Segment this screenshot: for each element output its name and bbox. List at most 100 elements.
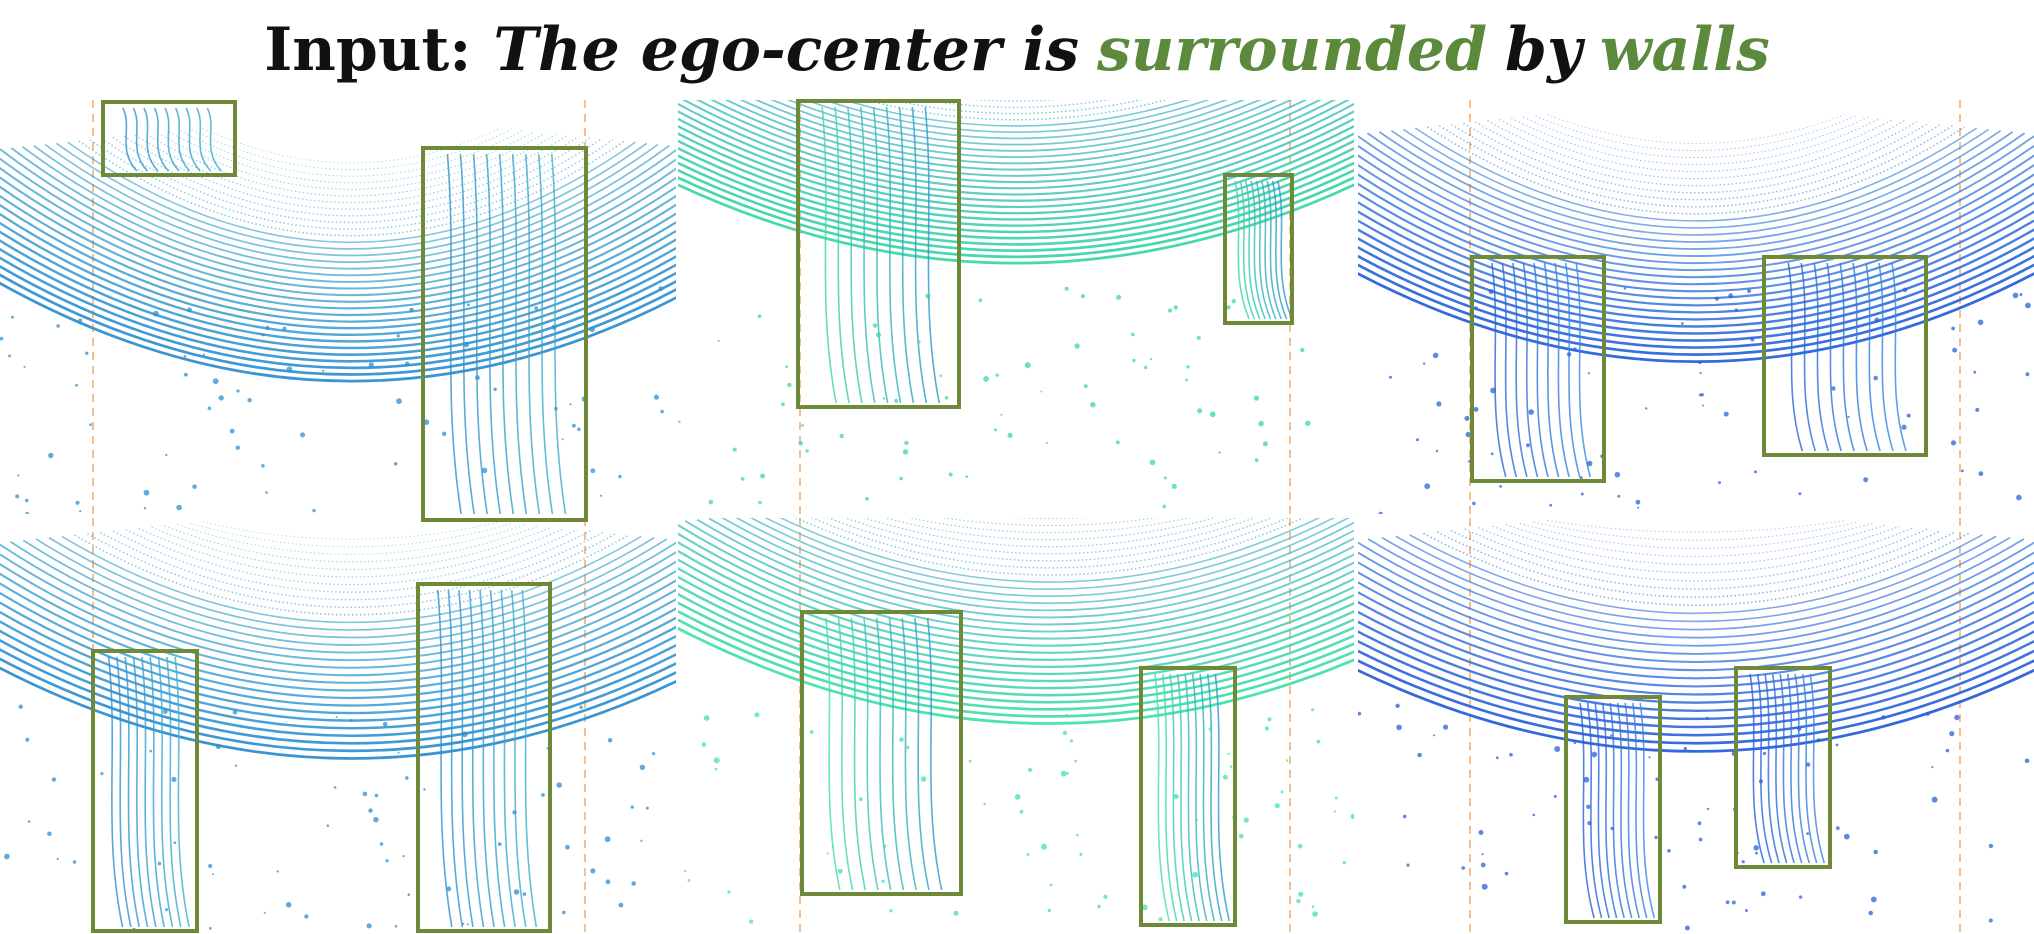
scatter-point (18, 704, 23, 709)
scatter-point (202, 353, 205, 356)
scatter-point (968, 759, 972, 763)
scan-line (0, 230, 676, 343)
scatter-point (1158, 917, 1163, 922)
scatter-point (368, 808, 373, 813)
scatter-point (1280, 790, 1284, 794)
scatter-point (282, 326, 287, 331)
scan-line (901, 498, 1198, 504)
scatter-point (1806, 832, 1810, 835)
scan-line (1395, 535, 1997, 623)
scatter-point (2025, 302, 2031, 309)
wall-streak (1277, 180, 1293, 320)
scan-line (1487, 120, 1905, 180)
scatter-point (1049, 883, 1053, 887)
scatter-point (1881, 715, 1886, 720)
scatter-point (1718, 481, 1721, 485)
scatter-point (1045, 441, 1049, 445)
scatter-point (385, 859, 389, 863)
scan-line (678, 575, 1354, 683)
scatter-point (1334, 796, 1338, 800)
scatter-point (1623, 287, 1627, 290)
wall-streak (1161, 673, 1178, 922)
scatter-point (1066, 771, 1069, 775)
scan-line (1358, 600, 2034, 696)
scatter-point (1700, 393, 1704, 397)
wall-streak (143, 107, 159, 172)
scatter-point (368, 362, 374, 368)
scatter-point (173, 841, 177, 844)
scatter-point (577, 427, 581, 432)
scatter-point (1076, 833, 1079, 837)
wall-streak (185, 107, 201, 172)
scatter-point (382, 721, 388, 727)
scatter-point (1149, 459, 1156, 466)
scan-line (678, 168, 1354, 252)
scatter-point (1378, 511, 1383, 514)
scatter-point (1162, 504, 1167, 509)
scan-line (112, 530, 591, 593)
wall-box-bottom-right-2 (1734, 666, 1832, 869)
wall-streak (1239, 180, 1256, 320)
scatter-point (1149, 357, 1153, 361)
point-cloud-panel-bottom-left (0, 518, 676, 934)
scan-line (157, 132, 546, 190)
scan-line (779, 518, 1321, 583)
scan-line (125, 529, 578, 586)
scatter-point (326, 824, 330, 827)
scan-line (1366, 132, 2026, 250)
scatter-point (1300, 347, 1305, 353)
scatter-point (1416, 438, 1419, 442)
scatter-point (732, 447, 737, 452)
scatter-point (215, 744, 221, 750)
scatter-point (1298, 891, 1304, 897)
scan-line (1358, 639, 2034, 729)
wall-streak (447, 589, 464, 928)
scatter-point (701, 742, 707, 747)
wall-box-bottom-right-1 (1564, 695, 1662, 924)
scan-line (1358, 245, 2034, 342)
scan-line (794, 518, 1305, 576)
scatter-point (1951, 326, 1955, 331)
scan-line (678, 102, 1354, 196)
wall-streak (926, 617, 943, 891)
wall-streak (174, 107, 191, 172)
scatter-point (15, 494, 20, 499)
scatter-point (149, 749, 152, 753)
scatter-point (894, 398, 899, 403)
scatter-point (23, 365, 26, 368)
scan-line (151, 526, 552, 570)
scatter-point (263, 911, 266, 914)
scatter-point (512, 810, 517, 815)
scan-line (793, 47, 1239, 89)
scatter-point (948, 472, 953, 477)
scan-line (89, 139, 614, 230)
scatter-point (965, 475, 969, 478)
scatter-point (678, 420, 681, 424)
scatter-point (1074, 759, 1077, 763)
scan-line (696, 518, 1354, 626)
scatter-point (605, 879, 611, 885)
scatter-point (402, 855, 405, 858)
scan-line (720, 518, 1354, 612)
scatter-point (47, 831, 52, 837)
scatter-point (335, 716, 338, 719)
wall-streak (510, 589, 527, 928)
scatter-point (497, 842, 502, 846)
scatter-point (1553, 794, 1557, 798)
scan-line (678, 176, 1354, 259)
scan-line (87, 533, 616, 608)
scatter-point (78, 318, 83, 323)
scatter-point (1080, 294, 1085, 299)
scan-line (0, 601, 676, 707)
scatter-point (639, 764, 646, 770)
scatter-point (75, 500, 80, 505)
scan-line (1367, 538, 2025, 639)
scatter-point (276, 870, 279, 873)
scatter-point (1196, 335, 1201, 340)
wall-streak (1891, 262, 1907, 452)
wall-streak (1501, 262, 1518, 478)
scatter-point (920, 776, 927, 782)
scatter-point (1868, 910, 1873, 916)
scatter-point (1196, 818, 1199, 821)
scan-line (0, 638, 676, 738)
